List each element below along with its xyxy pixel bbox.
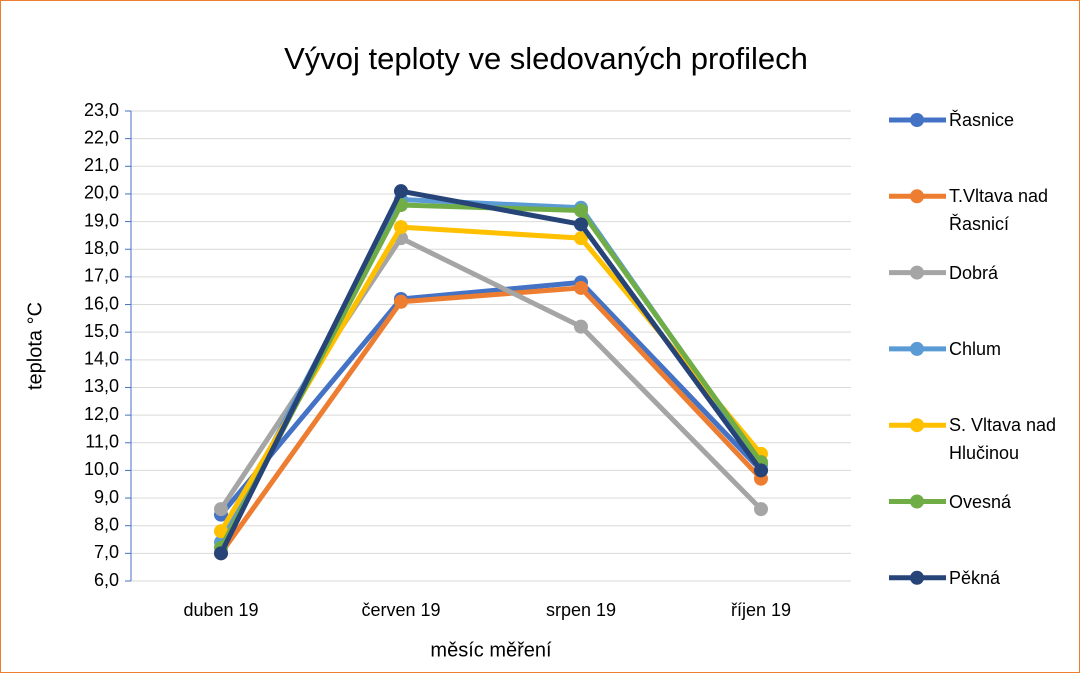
y-tick-label: 20,0	[84, 183, 119, 203]
y-tick-label: 22,0	[84, 127, 119, 147]
x-tick-label: červen 19	[361, 600, 440, 620]
series-line	[218, 235, 763, 511]
data-point	[214, 502, 228, 517]
y-axis-label: teplota °C	[24, 302, 46, 390]
legend-marker	[910, 265, 924, 280]
series-line	[218, 285, 763, 555]
y-tick-label: 8,0	[94, 514, 119, 534]
data-point	[754, 463, 768, 478]
series-line	[218, 196, 764, 544]
y-tick-label: 6,0	[94, 570, 119, 590]
series-line	[218, 224, 763, 533]
legend-marker	[910, 570, 924, 585]
y-tick-label: 10,0	[84, 459, 119, 479]
x-axis-label: měsíc měření	[430, 639, 552, 661]
data-point	[574, 280, 588, 295]
legend-label: Dobrá	[949, 262, 999, 283]
legend-marker	[910, 113, 924, 127]
y-tick-label: 23,0	[84, 100, 119, 120]
legend-marker	[910, 189, 924, 204]
y-tick-label: 9,0	[94, 487, 119, 507]
data-point	[574, 217, 588, 232]
y-tick-label: 11,0	[85, 432, 119, 452]
legend-marker	[910, 341, 924, 356]
data-point	[214, 546, 228, 561]
legend-label: Ovesná	[949, 491, 1012, 512]
x-tick-label: říjen 19	[731, 600, 791, 620]
data-point	[754, 502, 768, 517]
x-tick-label: srpen 19	[546, 600, 616, 620]
data-point	[394, 184, 408, 199]
y-tick-label: 18,0	[84, 238, 119, 258]
series-line	[218, 188, 764, 555]
data-point	[574, 319, 588, 334]
legend-marker	[910, 494, 924, 509]
chart-title: Vývoj teploty ve sledovaných profilech	[284, 41, 808, 76]
y-tick-label: 12,0	[84, 404, 119, 424]
data-point	[394, 220, 408, 235]
data-point	[394, 294, 408, 309]
legend-label: T.Vltava nad Řasnicí	[949, 186, 1049, 235]
legend-label: Řasnice	[949, 110, 1015, 130]
series-line	[219, 279, 763, 517]
series-line	[218, 202, 764, 549]
y-tick-label: 7,0	[94, 542, 119, 562]
y-tick-label: 19,0	[84, 210, 119, 230]
legend-label: Pěkná	[949, 567, 1001, 588]
y-tick-label: 16,0	[84, 293, 119, 313]
data-point	[574, 203, 588, 218]
y-tick-label: 14,0	[84, 349, 119, 369]
legend-marker	[910, 418, 924, 433]
data-point	[214, 524, 228, 539]
y-tick-label: 15,0	[84, 321, 119, 341]
y-tick-label: 17,0	[84, 266, 119, 286]
y-tick-label: 13,0	[84, 376, 119, 396]
x-tick-label: duben 19	[183, 600, 258, 620]
legend-label: Chlum	[949, 338, 1002, 359]
data-point	[574, 231, 588, 246]
legend-label: S. Vltava nad Hlučinou	[949, 415, 1057, 464]
y-tick-label: 21,0	[84, 155, 119, 175]
